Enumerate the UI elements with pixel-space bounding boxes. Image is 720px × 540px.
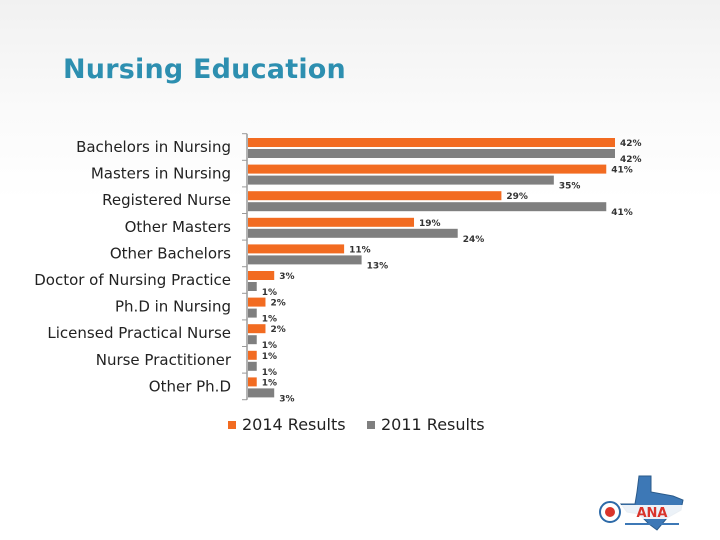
data-label: 2% bbox=[270, 325, 285, 335]
data-label: 19% bbox=[419, 219, 441, 229]
category-label: Masters in Nursing bbox=[91, 165, 231, 183]
logo-text: ANA bbox=[636, 506, 667, 521]
data-label: 13% bbox=[367, 261, 389, 271]
category-label: Registered Nurse bbox=[102, 191, 231, 209]
bar-2014 bbox=[248, 297, 266, 307]
data-label: 1% bbox=[262, 315, 277, 325]
data-label: 35% bbox=[559, 182, 581, 192]
data-label: 1% bbox=[262, 368, 277, 378]
data-label: 3% bbox=[279, 272, 294, 282]
data-label: 3% bbox=[279, 394, 294, 404]
bar-2014 bbox=[248, 324, 266, 334]
bar-2014 bbox=[248, 350, 257, 360]
data-label: 11% bbox=[349, 245, 371, 255]
category-label: Other Masters bbox=[125, 218, 232, 236]
category-label: Other Bachelors bbox=[110, 244, 231, 262]
bar-2014 bbox=[248, 244, 345, 254]
bar-2011 bbox=[248, 228, 458, 238]
data-label: 42% bbox=[620, 139, 642, 149]
legend-entry: 2011 Results bbox=[381, 415, 485, 434]
data-label: 41% bbox=[611, 208, 633, 218]
data-label: 2% bbox=[270, 299, 285, 309]
bar-2011 bbox=[248, 308, 257, 318]
data-label: 1% bbox=[262, 352, 277, 362]
legend-swatch bbox=[367, 421, 375, 429]
data-label: 42% bbox=[620, 155, 642, 165]
bar-2011 bbox=[248, 202, 607, 212]
category-label: Other Ph.D bbox=[149, 377, 231, 395]
bar-2011 bbox=[248, 149, 615, 158]
bar-2011 bbox=[248, 255, 362, 265]
bar-2014 bbox=[248, 271, 275, 280]
bar-2011 bbox=[248, 388, 275, 398]
bar-2011 bbox=[248, 282, 257, 291]
bar-2011 bbox=[248, 175, 554, 185]
bar-2014 bbox=[248, 164, 607, 174]
legend-entry: 2014 Results bbox=[242, 415, 346, 434]
category-label: Licensed Practical Nurse bbox=[47, 324, 231, 342]
bar-2011 bbox=[248, 361, 257, 371]
bar-2011 bbox=[248, 335, 257, 345]
data-label: 29% bbox=[506, 192, 528, 202]
data-label: 24% bbox=[463, 235, 485, 245]
legend-swatch bbox=[228, 421, 236, 429]
category-label: Nurse Practitioner bbox=[96, 351, 232, 369]
data-label: 1% bbox=[262, 288, 277, 298]
bar-2014 bbox=[248, 138, 615, 147]
texas-nurses-association-logo: ANA bbox=[599, 475, 684, 531]
category-label: Doctor of Nursing Practice bbox=[34, 271, 231, 289]
page-title: Nursing Education bbox=[63, 54, 346, 85]
bar-2014 bbox=[248, 217, 415, 227]
category-label: Bachelors in Nursing bbox=[76, 138, 231, 156]
data-label: 1% bbox=[262, 341, 277, 351]
bar-chart: Bachelors in Nursing 42% 42% Masters in Nur… bbox=[34, 133, 642, 434]
data-label: 1% bbox=[262, 378, 277, 388]
data-label: 41% bbox=[611, 166, 633, 176]
category-label: Ph.D in Nursing bbox=[115, 298, 231, 316]
bar-2014 bbox=[248, 377, 257, 387]
bar-2014 bbox=[248, 191, 502, 201]
